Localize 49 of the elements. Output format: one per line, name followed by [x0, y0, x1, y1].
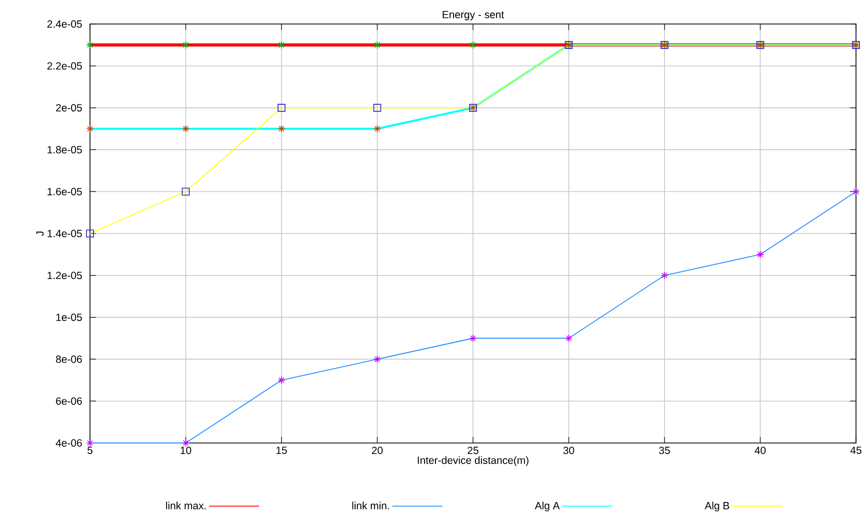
x-tick-label: 15: [276, 446, 287, 454]
legend-label: link min.: [352, 502, 389, 510]
point: [373, 124, 382, 133]
point: [182, 188, 190, 196]
y-tick-label: 8e-06: [56, 356, 82, 363]
legend-label: link max.: [166, 502, 206, 510]
x-tick-label: 40: [754, 446, 766, 454]
point: [86, 230, 94, 238]
point: [373, 41, 382, 49]
point: [469, 334, 477, 342]
point: [182, 439, 190, 447]
point: [86, 439, 94, 447]
y-tick-label: 1.6e-05: [48, 188, 82, 196]
point: [373, 104, 382, 112]
y-tick-label: 2.4e-05: [47, 20, 82, 28]
point: [182, 124, 190, 133]
point: [469, 41, 477, 49]
y-tick-label: 6e-06: [56, 397, 82, 405]
point: [278, 41, 286, 49]
point: [373, 355, 382, 364]
point: [660, 272, 668, 280]
point: [278, 104, 286, 112]
legend-label: Alg A: [534, 502, 560, 512]
point: [278, 376, 286, 384]
x-tick-label: 5: [88, 446, 92, 454]
y-tick-label: 1.4e-05: [48, 230, 82, 238]
y-tick-label: 1.8e-05: [48, 146, 82, 154]
y-tick-label: 2e-05: [56, 104, 82, 112]
x-tick-label: 10: [180, 446, 192, 454]
y-tick-label: 1e-05: [56, 314, 82, 322]
x-tick-label: 45: [850, 446, 862, 454]
x-axis-title: Inter-device distance(m): [418, 456, 528, 466]
point: [182, 41, 190, 49]
x-tick-label: 30: [563, 446, 574, 454]
x-tick-label: 25: [468, 446, 478, 454]
point: [852, 188, 860, 196]
y-tick-label: 2.2e-05: [47, 62, 82, 70]
point: [86, 41, 94, 49]
point: [278, 124, 286, 133]
y-axis-title: J: [36, 232, 44, 236]
point: [564, 334, 573, 342]
y-tick-label: 1.2e-05: [48, 272, 82, 280]
x-tick-label: 35: [659, 446, 670, 454]
x-tick-label: 20: [372, 446, 383, 454]
y-tick-label: 4e-06: [56, 439, 82, 447]
point: [756, 250, 764, 258]
chart-title: Energy - sent: [442, 10, 504, 20]
point: [86, 124, 94, 133]
legend-label: Alg B: [704, 502, 730, 512]
